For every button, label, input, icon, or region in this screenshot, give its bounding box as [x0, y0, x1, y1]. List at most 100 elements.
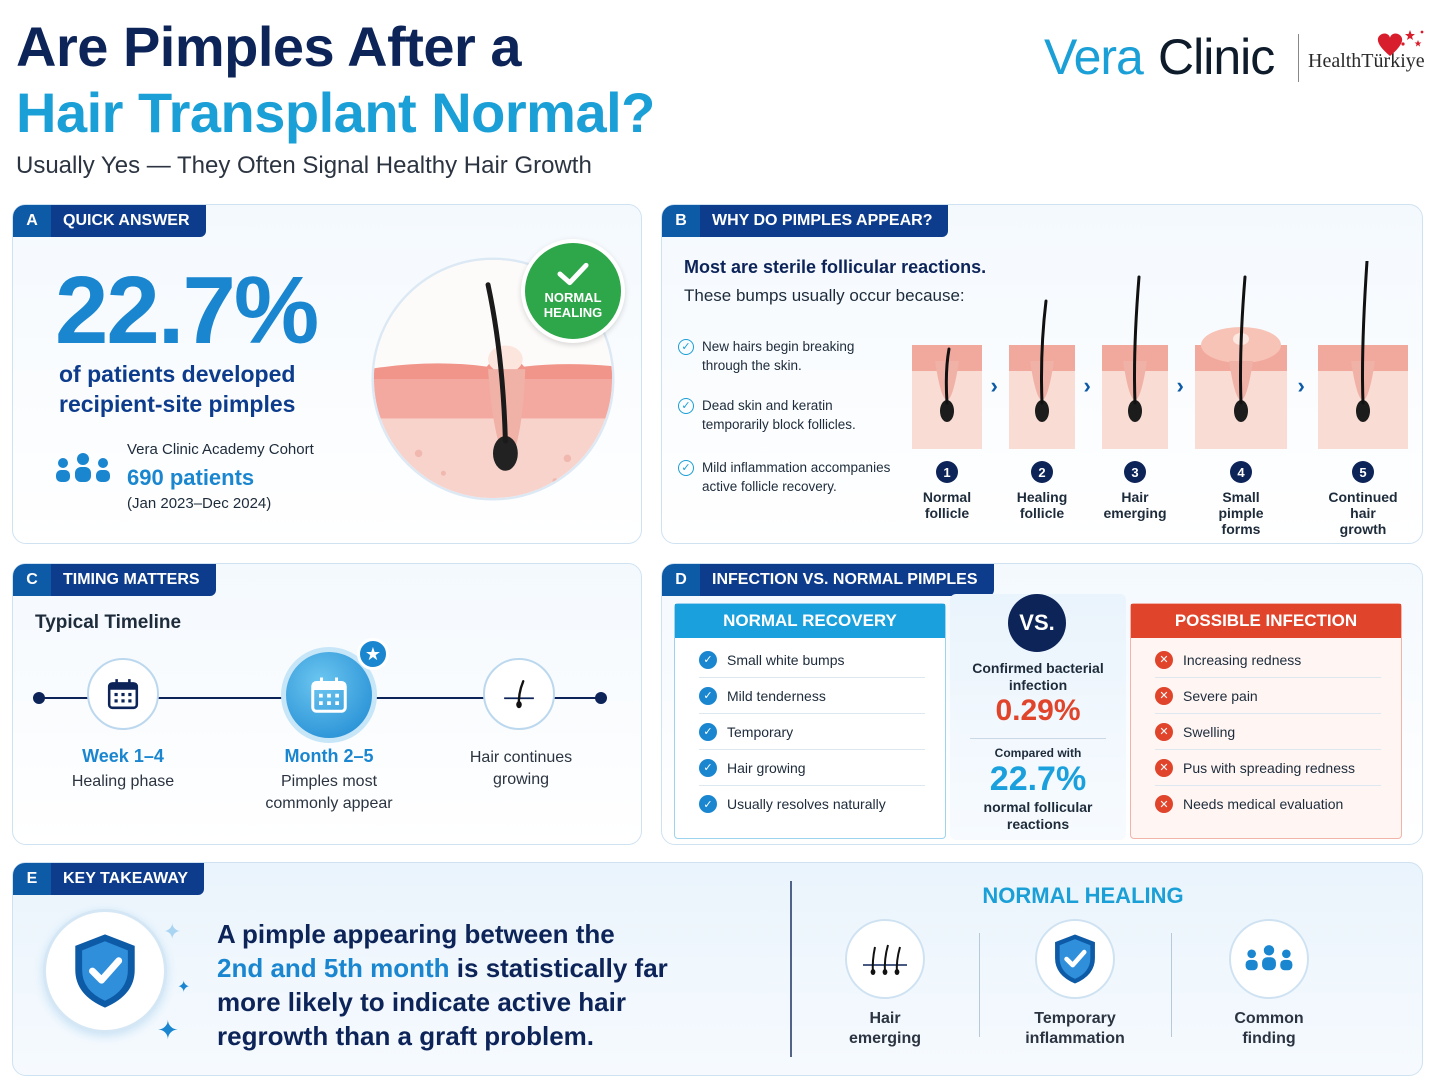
- check-circle-icon: ✓: [678, 460, 694, 476]
- follicle-stage-icon: [1195, 275, 1287, 449]
- star-badge-icon: ★: [357, 638, 389, 670]
- follicle-stage-icon: [912, 345, 982, 449]
- reason-text: New hairs begin breaking through the ski…: [702, 339, 855, 373]
- sparkle-icon: ✦: [157, 1015, 179, 1045]
- follicle-stage-icon: [1102, 275, 1168, 449]
- infection-percent: 0.29%: [995, 694, 1081, 727]
- x-circle-icon: ✕: [1155, 758, 1173, 777]
- page-title-line1: Are Pimples After a: [16, 15, 522, 78]
- takeaway-line2-rest: is statistically far: [456, 953, 668, 983]
- stage-5: 5 Continued hair growth: [1318, 261, 1408, 541]
- cohort-dates: (Jan 2023–Dec 2024): [127, 495, 272, 512]
- list-item-text: Severe pain: [1183, 687, 1258, 704]
- stage-label-line1: Continued: [1328, 489, 1398, 505]
- checkmark-icon: [557, 262, 589, 286]
- divider: [970, 738, 1106, 739]
- list-item: ✕ Pus with spreading redness: [1155, 750, 1381, 786]
- reason-item: ✓ New hairs begin breaking through the s…: [678, 337, 898, 375]
- section-letter: A: [13, 205, 51, 237]
- step1-desc: Healing phase: [71, 773, 175, 790]
- stage-label-line1: Healing: [1016, 489, 1068, 505]
- list-item: ✕ Swelling: [1155, 714, 1381, 750]
- icon-label-line2: finding: [1242, 1030, 1296, 1047]
- list-item-text: Temporary: [727, 723, 794, 740]
- check-circle-icon: ✓: [699, 650, 717, 669]
- step2-desc-line1: Pimples most: [280, 773, 378, 790]
- logo-divider: [1298, 34, 1299, 82]
- timeline-step3-circle: [483, 658, 555, 730]
- section-tag-c: C TIMING MATTERS: [13, 564, 641, 596]
- chevron-right-icon: ›: [1083, 373, 1091, 398]
- list-item-text: Mild tenderness: [727, 687, 826, 704]
- stat-percent: 22.7%: [55, 257, 319, 364]
- takeaway-text: A pimple appearing between the 2nd and 5…: [217, 917, 777, 1053]
- icon-label-line2: inflammation: [1025, 1030, 1125, 1047]
- chevron-right-icon: ›: [990, 373, 998, 398]
- chevron-right-icon: ›: [1297, 373, 1305, 398]
- stage-2: 2 Healing follicle: [1009, 261, 1075, 541]
- stat-desc-line2: recipient-site pimples: [59, 391, 296, 417]
- compared-with-label: Compared with: [994, 746, 1082, 760]
- list-item: ✓ Small white bumps: [699, 642, 925, 678]
- step2-desc-line2: commonly appear: [265, 795, 393, 812]
- comparison-column: VS. Confirmed bacterial infection 0.29% …: [950, 594, 1126, 840]
- normal-recovery-list: ✓ Small white bumps ✓ Mild tenderness ✓ Tempo…: [675, 638, 945, 822]
- stage-label-line3: growth: [1339, 521, 1387, 537]
- follicle-stage-icon: [1009, 299, 1075, 449]
- stage-label-line2: follicle: [1019, 505, 1065, 521]
- list-item: ✓ Usually resolves naturally: [699, 786, 925, 822]
- cohort-patients: 690 patients: [127, 465, 255, 490]
- section-tag-a: A QUICK ANSWER: [13, 205, 641, 237]
- normal-healing-badge: NORMAL HEALING: [521, 239, 625, 343]
- timeline-step1-circle: [87, 658, 159, 730]
- stat-desc-line1: of patients developed: [59, 361, 296, 387]
- stage-3: 3 Hair emerging: [1102, 261, 1168, 541]
- normal-reactions-line1: normal follicular: [983, 799, 1093, 815]
- section-letter: D: [662, 564, 700, 596]
- list-item: ✕ Increasing redness: [1155, 642, 1381, 678]
- section-title: INFECTION VS. NORMAL PIMPLES: [700, 564, 994, 596]
- check-circle-icon: ✓: [699, 722, 717, 741]
- follicle-stage-icon: [1318, 261, 1408, 449]
- possible-infection-card: POSSIBLE INFECTION ✕ Increasing redness ✕ S…: [1130, 603, 1402, 839]
- temporary-inflammation-circle: [1035, 919, 1115, 999]
- shield-check-icon: [1055, 934, 1095, 984]
- stage-label-line1: Hair: [1121, 489, 1149, 505]
- heart-star-icon: [1377, 30, 1424, 56]
- stage-number: 5: [1352, 461, 1374, 483]
- stage-4: 4 Small pimple forms: [1195, 261, 1287, 541]
- stage-number: 4: [1230, 461, 1252, 483]
- brand-logo[interactable]: Vera Clinic HealthTürkiye: [1040, 22, 1440, 92]
- timeline-start-dot: [33, 692, 45, 704]
- list-item-text: Hair growing: [727, 759, 806, 776]
- x-circle-icon: ✕: [1155, 686, 1173, 705]
- section-tag-e: E KEY TAKEAWAY: [13, 863, 1422, 895]
- stage-label: Hair emerging: [1088, 489, 1182, 521]
- list-item-text: Usually resolves naturally: [727, 796, 886, 812]
- section-title: WHY DO PIMPLES APPEAR?: [700, 205, 949, 237]
- sparkle-icon: ✦: [163, 919, 182, 944]
- takeaway-line3: more likely to indicate active hair: [217, 987, 626, 1017]
- list-item: ✓ Mild tenderness: [699, 678, 925, 714]
- list-item: ✓ Hair growing: [699, 750, 925, 786]
- stage-label: Healing follicle: [995, 489, 1089, 521]
- shield-check-badge: [43, 909, 167, 1033]
- takeaway-line2: 2nd and 5th month is statistically far: [217, 951, 777, 985]
- calendar-icon: [311, 677, 347, 713]
- possible-infection-header: POSSIBLE INFECTION: [1131, 604, 1401, 638]
- stage-label: Small pimple forms: [1181, 489, 1301, 537]
- section-tag-d: D INFECTION VS. NORMAL PIMPLES: [662, 564, 1422, 596]
- chevron-right-icon: ›: [1176, 373, 1184, 398]
- list-item-text: Needs medical evaluation: [1183, 796, 1344, 812]
- step3-desc-line2: growing: [492, 771, 550, 788]
- list-item-text: Pus with spreading redness: [1183, 759, 1355, 776]
- check-circle-icon: ✓: [699, 758, 717, 777]
- check-circle-icon: ✓: [678, 339, 694, 355]
- reason-item: ✓ Dead skin and keratin temporarily bloc…: [678, 396, 898, 434]
- sparkle-icon: ✦: [177, 979, 191, 996]
- step2-desc: Pimples most commonly appear: [229, 771, 429, 815]
- stage-label-line1: Small: [1222, 489, 1260, 505]
- shield-check-icon: [75, 934, 135, 1008]
- vs-circle: VS.: [1008, 594, 1066, 652]
- calendar-icon: [107, 679, 139, 710]
